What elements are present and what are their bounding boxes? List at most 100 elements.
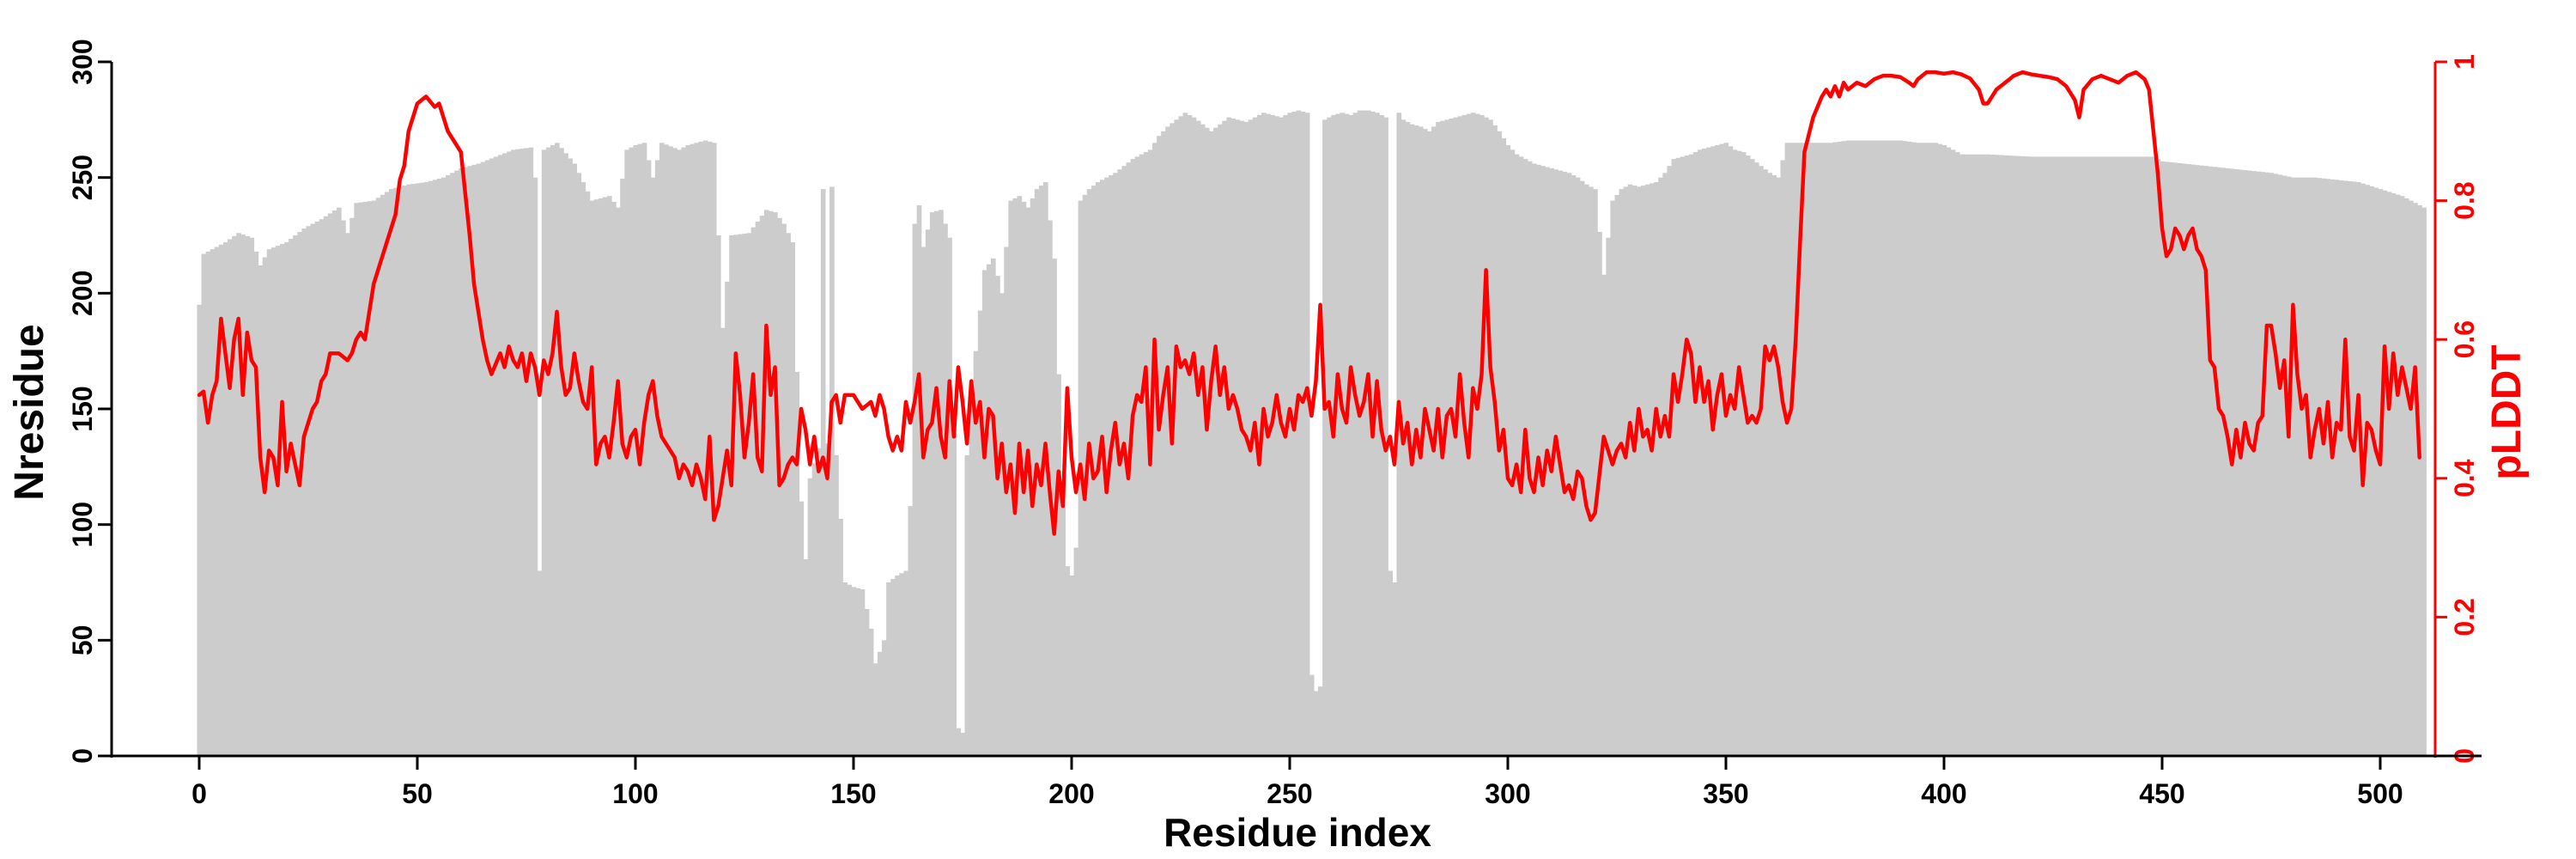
bar-residue-201 bbox=[1073, 547, 1079, 756]
bar-residue-281 bbox=[1422, 129, 1428, 757]
bar-residue-296 bbox=[1488, 119, 1493, 756]
bar-residue-468 bbox=[2238, 169, 2244, 756]
bar-residue-165 bbox=[916, 204, 922, 757]
bar-residue-88 bbox=[580, 182, 586, 757]
bar-residue-167 bbox=[925, 229, 931, 756]
bar-residue-445 bbox=[2138, 156, 2143, 756]
bar-residue-495 bbox=[2356, 182, 2361, 757]
bar-residue-378 bbox=[1845, 140, 1851, 756]
bar-residue-194 bbox=[1042, 182, 1048, 757]
bar-residue-10 bbox=[240, 235, 246, 757]
bar-residue-418 bbox=[2020, 155, 2026, 756]
bar-residue-114 bbox=[694, 143, 700, 756]
bar-residue-169 bbox=[933, 210, 939, 757]
bar-residue-231 bbox=[1204, 127, 1210, 756]
bar-residue-401 bbox=[1946, 147, 1952, 756]
bar-residue-25 bbox=[306, 226, 312, 757]
bar-residue-303 bbox=[1518, 156, 1524, 756]
bar-residue-164 bbox=[912, 223, 918, 756]
bar-residue-301 bbox=[1510, 149, 1516, 757]
bar-residue-161 bbox=[899, 573, 905, 756]
bar-residue-410 bbox=[1985, 154, 1990, 757]
bar-residue-178 bbox=[973, 350, 979, 756]
bar-residue-434 bbox=[2090, 156, 2095, 756]
bar-residue-264 bbox=[1348, 114, 1354, 756]
bar-residue-464 bbox=[2221, 168, 2227, 757]
bar-residue-421 bbox=[2033, 156, 2038, 756]
bar-residue-79 bbox=[541, 149, 547, 757]
bar-residue-326 bbox=[1619, 189, 1625, 756]
bar-residue-179 bbox=[977, 310, 983, 756]
bar-residue-491 bbox=[2338, 180, 2344, 756]
bar-residue-109 bbox=[672, 148, 677, 756]
bar-residue-449 bbox=[2155, 159, 2161, 756]
y2-tick-label-0-2: 0.2 bbox=[2449, 598, 2480, 636]
bar-residue-121 bbox=[725, 281, 730, 756]
bar-residue-467 bbox=[2233, 168, 2239, 757]
bar-residue-433 bbox=[2086, 156, 2091, 756]
bar-residue-381 bbox=[1858, 140, 1864, 756]
bar-residue-477 bbox=[2277, 174, 2283, 756]
bar-residue-14 bbox=[258, 265, 264, 756]
bar-residue-505 bbox=[2399, 196, 2405, 756]
bar-residue-103 bbox=[646, 160, 652, 757]
bar-residue-37 bbox=[358, 202, 364, 756]
bar-residue-487 bbox=[2321, 178, 2327, 757]
bar-residue-420 bbox=[2029, 156, 2034, 756]
bar-residue-286 bbox=[1444, 119, 1450, 756]
bar-residue-275 bbox=[1396, 113, 1402, 756]
bar-residue-319 bbox=[1588, 186, 1594, 756]
bar-residue-220 bbox=[1157, 136, 1162, 756]
bar-residue-437 bbox=[2103, 156, 2109, 756]
bar-residue-331 bbox=[1640, 186, 1646, 757]
bar-residue-38 bbox=[362, 201, 368, 756]
bar-residue-155 bbox=[872, 663, 878, 756]
bar-residue-323 bbox=[1606, 237, 1611, 756]
y-tick-label-300: 300 bbox=[67, 39, 98, 84]
bar-residue-318 bbox=[1583, 184, 1589, 756]
bar-residue-239 bbox=[1239, 120, 1245, 756]
bar-residue-232 bbox=[1209, 131, 1214, 757]
bar-residue-222 bbox=[1165, 126, 1170, 756]
bar-residue-139 bbox=[803, 559, 809, 756]
bar-residue-36 bbox=[354, 203, 360, 757]
bar-residue-423 bbox=[2042, 156, 2047, 756]
x-tick-label-200: 200 bbox=[1048, 778, 1094, 809]
bar-residue-473 bbox=[2260, 172, 2265, 756]
bar-residue-350 bbox=[1723, 143, 1729, 756]
bar-residue-408 bbox=[1977, 154, 1982, 757]
bar-residue-35 bbox=[349, 217, 355, 757]
bar-residue-447 bbox=[2147, 156, 2152, 756]
bar-residue-385 bbox=[1876, 140, 1881, 756]
bar-residue-268 bbox=[1365, 110, 1371, 756]
y-tick-label-200: 200 bbox=[67, 271, 98, 316]
bar-residue-127 bbox=[750, 227, 756, 756]
bar-residue-510 bbox=[2421, 207, 2427, 756]
bar-residue-293 bbox=[1474, 113, 1480, 757]
bar-residue-145 bbox=[829, 186, 835, 756]
bar-residue-32 bbox=[337, 207, 342, 756]
bar-residue-87 bbox=[576, 173, 582, 756]
bar-residue-440 bbox=[2116, 156, 2122, 756]
bar-residue-424 bbox=[2046, 156, 2052, 756]
bar-residue-412 bbox=[1994, 155, 2000, 756]
bar-residue-332 bbox=[1645, 184, 1650, 756]
bar-residue-184 bbox=[999, 293, 1005, 757]
bar-residue-55 bbox=[436, 179, 442, 756]
bar-residue-18 bbox=[275, 246, 281, 756]
bar-residue-500 bbox=[2378, 189, 2384, 756]
bar-residue-80 bbox=[545, 147, 551, 756]
bar-residue-237 bbox=[1230, 118, 1236, 757]
bar-residue-273 bbox=[1388, 570, 1393, 756]
x-tick-label-0: 0 bbox=[191, 778, 207, 809]
bar-residue-235 bbox=[1222, 120, 1227, 756]
bar-residue-59 bbox=[454, 170, 459, 757]
bar-residue-154 bbox=[868, 628, 874, 756]
bar-residue-442 bbox=[2124, 156, 2130, 756]
bar-residue-406 bbox=[1967, 154, 1973, 757]
bar-residue-132 bbox=[773, 212, 778, 756]
bar-residue-475 bbox=[2269, 173, 2275, 756]
bar-residue-162 bbox=[903, 570, 909, 756]
y2-axis-title: pLDDT bbox=[2484, 344, 2530, 479]
